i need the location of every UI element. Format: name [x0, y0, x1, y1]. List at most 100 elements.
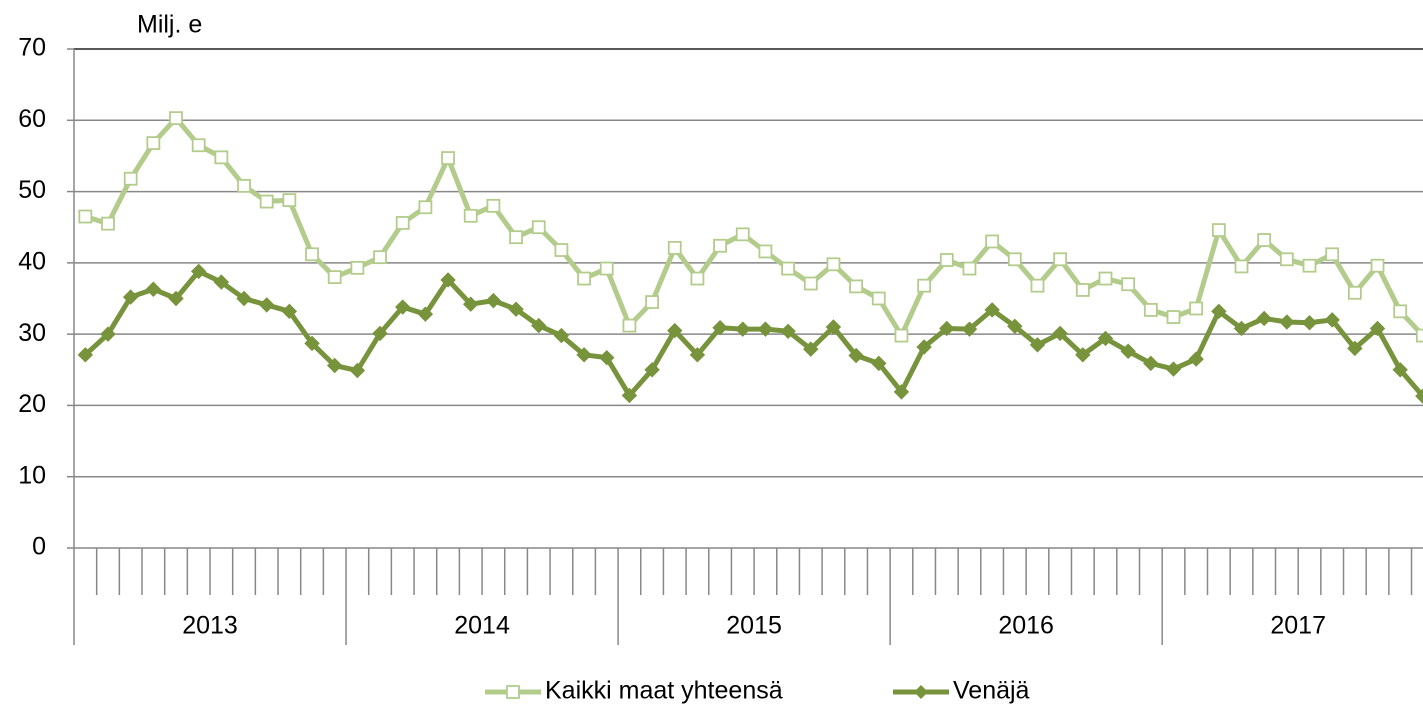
- data-point: [101, 216, 115, 231]
- data-point: [395, 299, 411, 315]
- data-point: [757, 321, 774, 337]
- data-point: [1347, 285, 1362, 300]
- data-point: [712, 320, 728, 336]
- series: [78, 111, 1423, 343]
- data-point: [622, 318, 637, 333]
- legend-label: Kaikki maat yhteensä: [545, 677, 783, 705]
- data-point: [939, 253, 954, 267]
- data-point: [1211, 223, 1226, 237]
- data-point: [417, 306, 434, 322]
- data-point: [917, 278, 932, 293]
- data-point: [894, 328, 909, 343]
- data-point: [1257, 233, 1272, 247]
- data-point: [304, 335, 320, 352]
- x-group-label: 2017: [1270, 612, 1326, 640]
- data-point: [1075, 283, 1090, 297]
- data-point: [326, 357, 343, 374]
- series-line: [84, 115, 1423, 339]
- data-point: [803, 276, 818, 291]
- data-point: [305, 247, 319, 262]
- data-point: [1325, 247, 1340, 262]
- data-point: [871, 355, 887, 372]
- data-point: [735, 321, 751, 337]
- data-point: [1007, 318, 1023, 335]
- data-point: [1053, 252, 1068, 267]
- data-point: [169, 111, 183, 126]
- data-point: [1097, 330, 1114, 347]
- data-point: [282, 193, 297, 208]
- data-point: [237, 178, 251, 193]
- legend-marker: [506, 685, 520, 699]
- data-point: [1052, 325, 1068, 342]
- data-point: [1188, 351, 1204, 367]
- data-point: [531, 220, 546, 235]
- series: [77, 263, 1423, 404]
- data-point: [554, 243, 569, 257]
- data-point: [849, 279, 864, 294]
- data-point: [1120, 343, 1136, 359]
- data-point: [621, 387, 638, 404]
- data-point: [1256, 310, 1272, 327]
- data-point: [871, 291, 886, 306]
- data-point: [146, 136, 161, 150]
- data-point: [349, 362, 366, 379]
- data-point: [1075, 347, 1091, 363]
- x-group-label: 2013: [182, 612, 238, 640]
- data-point: [1302, 258, 1317, 273]
- data-point: [123, 171, 138, 186]
- data-point: [508, 301, 524, 317]
- x-group-label: 2016: [998, 612, 1054, 640]
- data-point: [645, 295, 659, 309]
- data-point: [485, 292, 502, 309]
- data-point: [690, 271, 705, 286]
- data-point: [259, 194, 274, 209]
- data-point: [1007, 252, 1022, 267]
- data-point: [825, 319, 842, 335]
- data-point: [599, 261, 614, 276]
- data-point: [77, 347, 94, 363]
- data-point: [463, 296, 479, 312]
- data-point: [214, 150, 229, 165]
- data-point: [848, 347, 864, 364]
- data-point: [1030, 278, 1045, 293]
- data-point: [350, 260, 365, 275]
- data-point: [509, 230, 523, 245]
- data-point: [758, 244, 773, 259]
- data-point: [258, 297, 275, 313]
- data-point: [191, 138, 206, 153]
- data-point: [985, 234, 1000, 249]
- data-point: [441, 151, 455, 165]
- y-tick-label: 0: [32, 533, 46, 561]
- data-point: [1301, 315, 1318, 331]
- data-point: [576, 347, 592, 363]
- data-point: [463, 208, 478, 223]
- data-point: [327, 270, 342, 285]
- data-point: [1392, 362, 1408, 378]
- data-point: [1166, 310, 1181, 324]
- data-point: [1369, 320, 1386, 337]
- data-point: [531, 317, 547, 334]
- data-point: [486, 198, 501, 213]
- y-tick-label: 10: [18, 461, 46, 489]
- data-point: [1143, 355, 1159, 372]
- data-point: [916, 339, 932, 355]
- data-point: [1324, 312, 1340, 328]
- x-group-label: 2015: [726, 612, 782, 640]
- data-point: [893, 384, 910, 400]
- data-point: [145, 281, 162, 297]
- data-point: [1189, 301, 1204, 316]
- data-point: [1347, 340, 1363, 357]
- y-tick-label: 70: [18, 34, 46, 62]
- data-point: [1279, 314, 1295, 330]
- data-point: [667, 240, 682, 255]
- data-point: [373, 250, 387, 265]
- data-point: [1143, 303, 1158, 317]
- y-tick-label: 20: [18, 390, 46, 418]
- data-point: [962, 261, 977, 276]
- data-point: [644, 362, 660, 378]
- data-point: [553, 327, 570, 344]
- data-point: [122, 289, 139, 305]
- data-point: [1233, 320, 1250, 337]
- data-point: [1393, 304, 1408, 319]
- data-point: [803, 341, 819, 357]
